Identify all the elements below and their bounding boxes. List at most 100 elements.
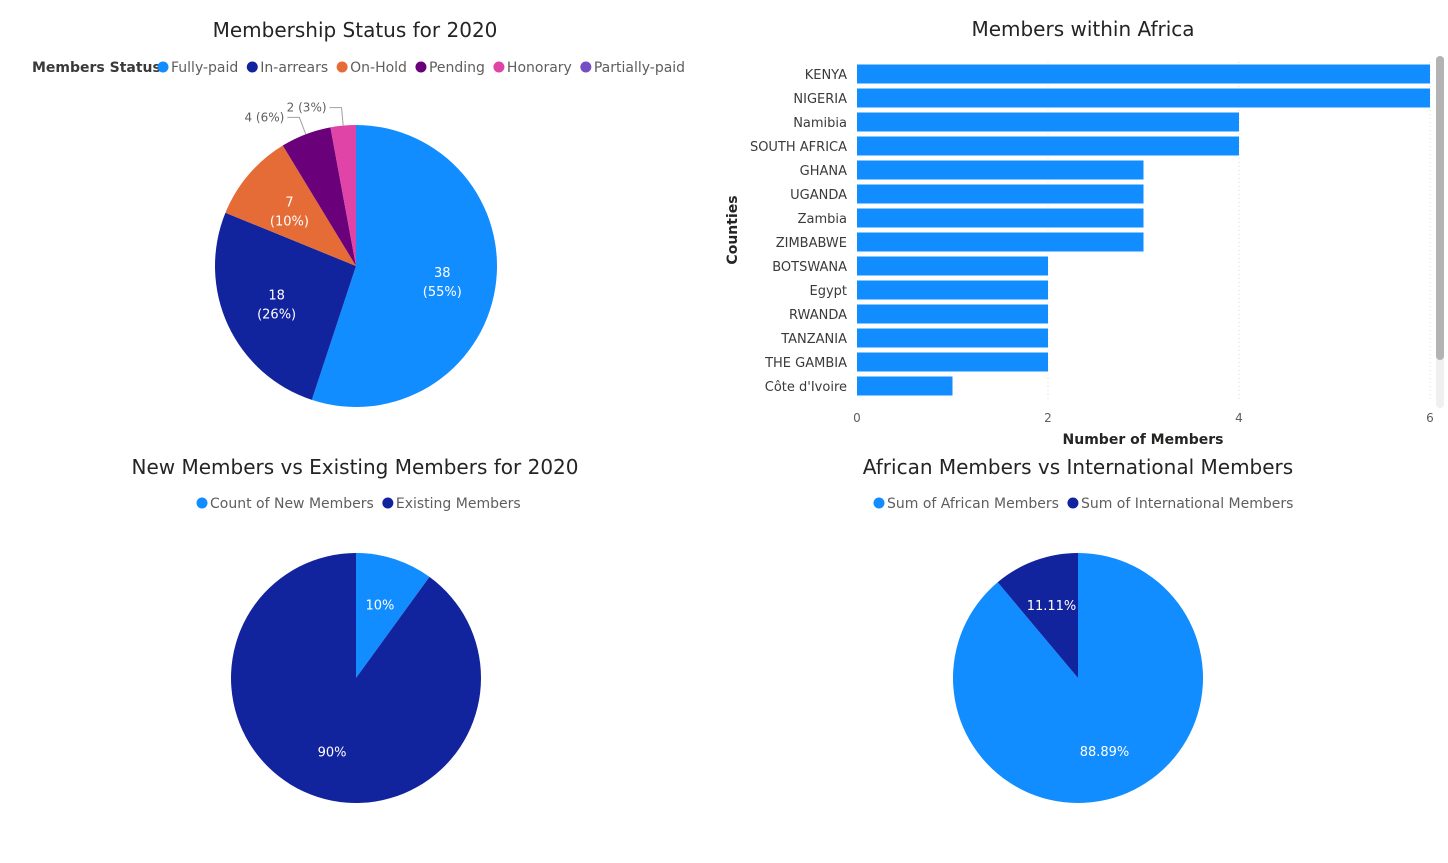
data-label-percent: 88.89% [1080,745,1130,760]
african-vs-international-title: African Members vs International Members [863,455,1293,479]
x-tick-label: 0 [853,411,861,425]
pie-slice-honorary[interactable] [330,125,356,266]
legend-label: In-arrears [260,60,328,76]
data-label-percent: (26%) [257,308,296,323]
legend-item-count-of-new-members[interactable]: Count of New Members [196,496,374,512]
y-tick-label: NIGERIA [793,92,847,107]
bar-zimbabwe[interactable] [857,232,1144,252]
bar-namibia[interactable] [857,112,1239,132]
bar-kenya[interactable] [857,64,1430,84]
data-label-value: 7 [285,195,293,210]
legend-label: Fully-paid [171,60,238,76]
bar-botswana[interactable] [857,256,1048,276]
pie-slice-existing-members[interactable] [231,553,482,803]
scrollbar-thumb[interactable] [1436,56,1444,360]
members-africa-plot: 0 2 4 6 KENYA NIGERIA Namibia SOUTH AFRICA GHANA… [750,62,1434,425]
y-axis-title: Counties [725,195,741,264]
bar-egypt[interactable] [857,280,1048,300]
legend-marker [246,61,258,73]
membership-status-chart: Membership Status for 2020 Members Statu… [32,18,685,407]
legend-label: Sum of African Members [887,496,1059,512]
data-label-value: 18 [268,289,285,304]
pie-slice-on-hold[interactable] [225,145,356,266]
bar-uganda[interactable] [857,184,1144,204]
pie-slice-count-of-new-members[interactable] [356,553,430,678]
legend-marker [1067,497,1079,509]
african-vs-international-pie: 88.89% 11.11% [953,553,1204,804]
legend-marker [196,497,208,509]
bar-zambia[interactable] [857,208,1144,228]
bar-south-africa[interactable] [857,136,1239,156]
legend-marker [415,61,427,73]
leader-line [287,116,307,135]
new-vs-existing-title: New Members vs Existing Members for 2020 [131,455,578,479]
membership-status-legend-title: Members Status [32,60,161,76]
legend-item-fully-paid[interactable]: Fully-paid [157,60,239,76]
pie-slice-sum-of-african-members[interactable] [953,553,1204,804]
legend-marker [336,61,348,73]
data-label-percent: (10%) [270,214,309,229]
new-vs-existing-chart: New Members vs Existing Members for 2020… [131,455,579,803]
new-vs-existing-pie: 10% 90% [231,553,482,803]
legend-label: Partially-paid [594,60,685,76]
y-tick-label: SOUTH AFRICA [750,140,847,155]
membership-status-title: Membership Status for 2020 [213,18,498,42]
pie-slice-fully-paid[interactable] [311,125,497,407]
new-vs-existing-legend[interactable]: Count of New Members Existing Members [196,496,521,512]
x-axis-title: Number of Members [1063,432,1224,448]
legend-item-in-arrears[interactable]: In-arrears [246,60,328,76]
pie-slice-pending[interactable] [282,127,356,266]
legend-label: Sum of International Members [1081,496,1293,512]
legend-item-pending[interactable]: Pending [415,60,485,76]
membership-status-pie: 38 (55%) 18 (26%) 7 (10%) 4 (6%)2 (3%) [215,101,497,407]
y-tick-label: Namibia [793,116,847,131]
bar-ghana[interactable] [857,160,1144,180]
x-tick-label: 4 [1235,411,1243,425]
african-vs-international-chart: African Members vs International Members… [863,455,1294,804]
legend-item-partially-paid[interactable]: Partially-paid [580,60,685,76]
data-label-outside: 2 (3%) [287,101,327,115]
y-tick-label: THE GAMBIA [764,356,847,371]
data-label-value: 38 [434,266,451,281]
legend-item-existing-members[interactable]: Existing Members [382,496,521,512]
data-label-percent: (55%) [423,285,462,300]
bar-c-te-d-ivoire[interactable] [857,376,953,396]
legend-item-sum-of-international-members[interactable]: Sum of International Members [1067,496,1293,512]
legend-label: Honorary [507,60,572,76]
bar-tanzania[interactable] [857,328,1048,348]
y-tick-label: UGANDA [790,188,847,203]
legend-marker [382,497,394,509]
y-tick-label: RWANDA [789,308,847,323]
data-label-outside: 4 (6%) [244,110,284,124]
bar-nigeria[interactable] [857,88,1430,108]
pie-slice-sum-of-international-members[interactable] [997,553,1078,678]
bar-the-gambia[interactable] [857,352,1048,372]
y-tick-label: Côte d'Ivoire [765,380,847,395]
legend-item-on-hold[interactable]: On-Hold [336,60,407,76]
y-tick-label: Zambia [798,212,847,227]
data-label-percent: 90% [318,746,347,761]
y-tick-label: BOTSWANA [772,260,847,275]
legend-label: Pending [429,60,485,76]
data-label-percent: 10% [365,598,394,613]
legend-item-sum-of-african-members[interactable]: Sum of African Members [873,496,1059,512]
legend-label: Existing Members [396,496,521,512]
x-tick-label: 6 [1426,411,1434,425]
y-tick-label: TANZANIA [780,332,847,347]
african-vs-international-legend[interactable]: Sum of African Members Sum of Internation… [873,496,1294,512]
bar-rwanda[interactable] [857,304,1048,324]
legend-label: Count of New Members [210,496,374,512]
y-tick-label: GHANA [800,164,847,179]
members-africa-title: Members within Africa [971,17,1194,41]
y-tick-label: KENYA [805,68,847,83]
x-tick-label: 2 [1044,411,1052,425]
legend-marker [157,61,169,73]
legend-marker [580,61,592,73]
pie-slice-in-arrears[interactable] [215,212,356,400]
legend-marker [873,497,885,509]
legend-item-honorary[interactable]: Honorary [493,60,572,76]
y-tick-label: Egypt [809,284,847,299]
membership-status-legend[interactable]: Fully-paid In-arrears On-Hold Pending Honora… [157,60,686,76]
scrollbar[interactable] [1436,56,1444,408]
